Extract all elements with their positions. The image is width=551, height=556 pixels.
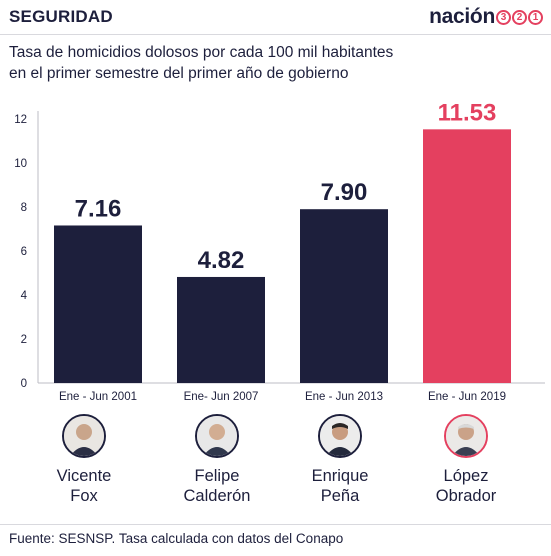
bar <box>54 225 142 383</box>
portrait-icon <box>318 414 362 458</box>
y-tick-label: 10 <box>14 158 27 170</box>
person-name: Vicente Fox <box>29 466 139 506</box>
source-note: Fuente: SESNSP. Tasa calculada con datos… <box>9 531 344 546</box>
person-felipe-calderon: Felipe Calderón <box>162 414 272 506</box>
brand-logo: nación 3 2 1 <box>429 4 543 30</box>
subtitle-line-2: en el primer semestre del primer año de … <box>9 65 349 82</box>
person-last-name: Fox <box>70 487 98 505</box>
section-label: SEGURIDAD <box>9 7 113 26</box>
y-tick-label: 2 <box>21 334 27 346</box>
person-name: Felipe Calderón <box>162 466 272 506</box>
person-first-name: López <box>443 467 489 485</box>
bar-value-label: 7.90 <box>321 179 368 206</box>
bar <box>177 276 265 383</box>
portrait-icon <box>444 414 488 458</box>
y-tick-label: 4 <box>21 290 28 302</box>
chart-subtitle: Tasa de homicidios dolosos por cada 100 … <box>9 42 539 84</box>
person-first-name: Enrique <box>311 467 369 485</box>
x-tick-label: Ene - Jun 2019 <box>428 391 506 403</box>
person-last-name: Peña <box>320 487 360 505</box>
person-vicente-fox: Vicente Fox <box>29 414 139 506</box>
brand-digit: 3 <box>496 9 511 25</box>
x-tick-label: Ene- Jun 2007 <box>184 391 259 403</box>
person-first-name: Vicente <box>56 467 112 485</box>
bar-value-label: 7.16 <box>75 195 122 222</box>
brand-digit: 2 <box>512 9 527 25</box>
brand-digit: 1 <box>528 9 543 25</box>
y-tick-label: 12 <box>14 114 27 126</box>
brand-text: nación <box>429 5 495 28</box>
person-name: Enrique Peña <box>285 466 395 506</box>
subtitle-line-1: Tasa de homicidios dolosos por cada 100 … <box>9 44 394 61</box>
portrait-icon <box>195 414 239 458</box>
bar <box>300 209 388 383</box>
bar-value-label: 4.82 <box>198 247 245 274</box>
person-last-name: Calderón <box>183 487 251 505</box>
person-enrique-pena: Enrique Peña <box>285 414 395 506</box>
x-tick-label: Ene - Jun 2013 <box>305 391 383 403</box>
y-tick-label: 0 <box>21 378 27 390</box>
person-lopez-obrador: López Obrador <box>411 414 521 506</box>
bar <box>423 129 511 383</box>
person-first-name: Felipe <box>194 467 240 485</box>
header: SEGURIDAD nación 3 2 1 <box>0 0 551 34</box>
bar-value-label: 11.53 <box>438 99 497 126</box>
footer-divider <box>0 524 551 525</box>
y-tick-label: 6 <box>21 246 27 258</box>
person-name: López Obrador <box>411 466 521 506</box>
person-last-name: Obrador <box>435 487 497 505</box>
header-divider <box>0 34 551 35</box>
x-tick-label: Ene - Jun 2001 <box>59 391 137 403</box>
portrait-icon <box>62 414 106 458</box>
bar-chart: 0 2 4 6 8 10 12 7.16 Ene - Jun 2001 4.82 Ene- Jun … <box>14 99 545 403</box>
y-tick-label: 8 <box>21 202 27 214</box>
